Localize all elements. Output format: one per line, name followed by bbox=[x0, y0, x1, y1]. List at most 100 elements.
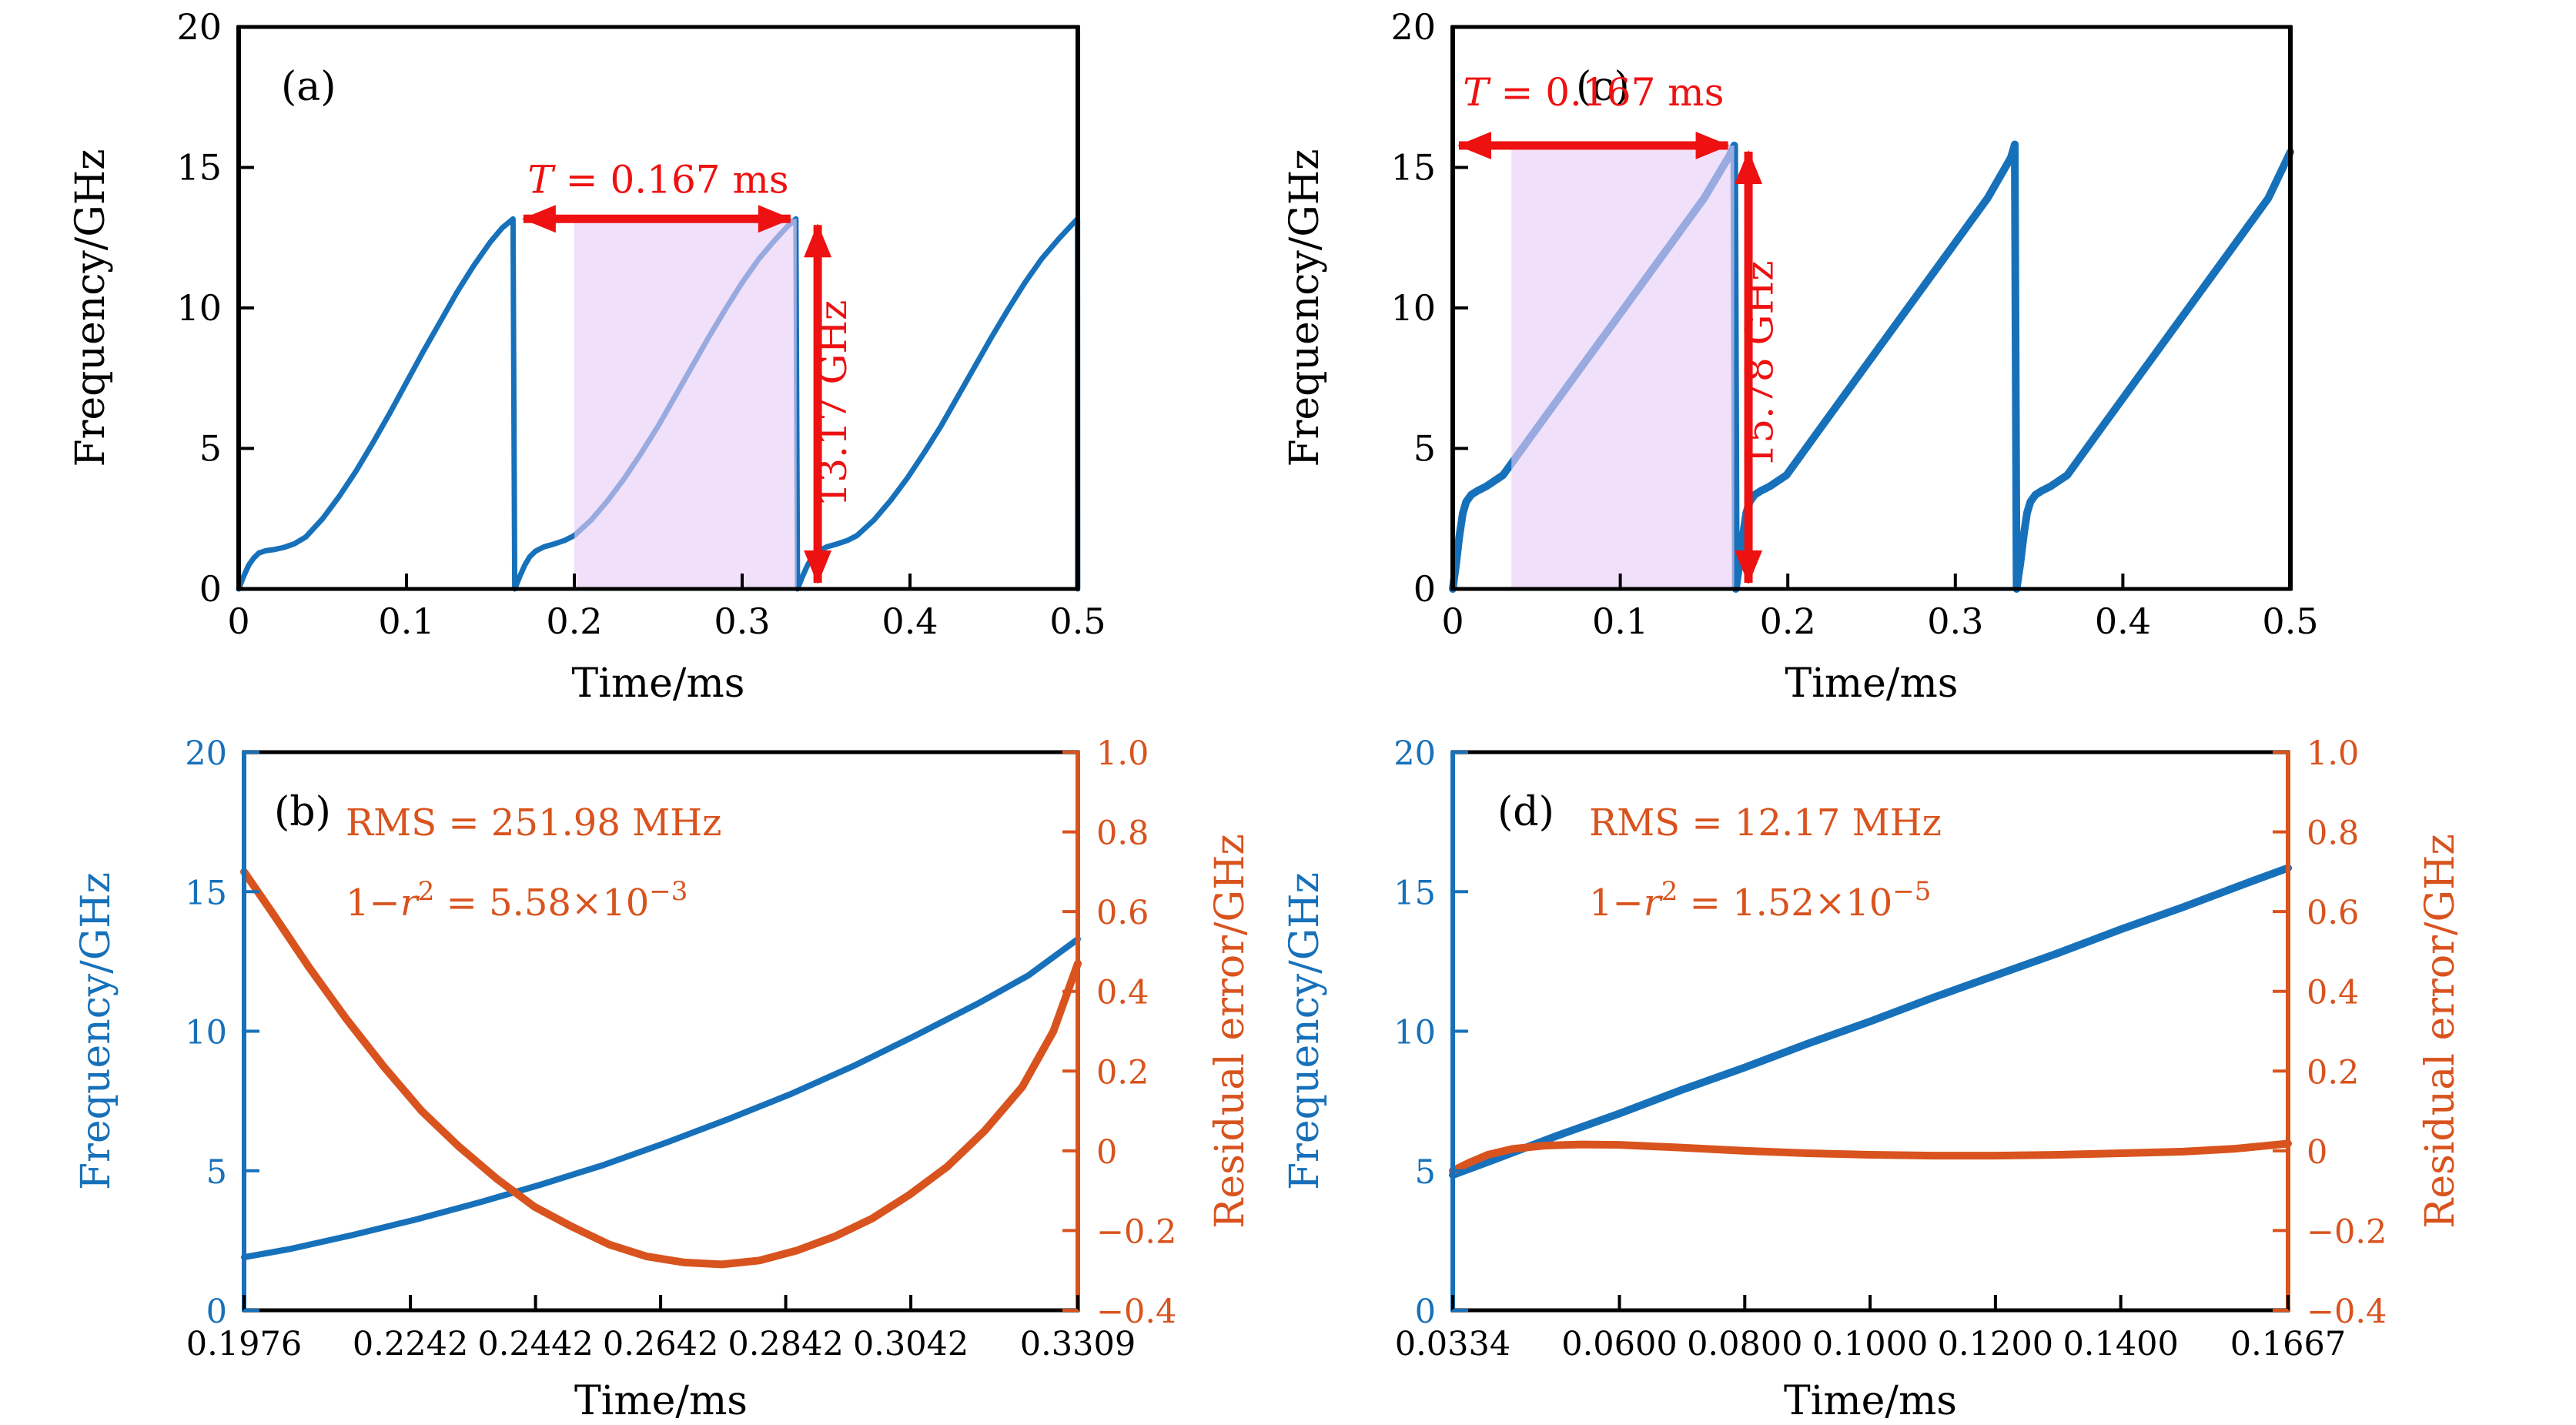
x-tick-label: 0.4 bbox=[2095, 600, 2151, 642]
panel-letter: (c) bbox=[1576, 64, 1630, 110]
y-tick-label: 15 bbox=[1393, 874, 1436, 912]
x-tick-label: 0.1000 bbox=[1812, 1325, 1928, 1363]
right-y-tick-label: −0.4 bbox=[2307, 1293, 2387, 1331]
span-label: 13.17 GHz bbox=[811, 300, 855, 507]
stat-linearity: 1−r2 = 5.58×10−3 bbox=[346, 876, 687, 925]
series-group bbox=[1449, 864, 2292, 1179]
y-tick-label: 5 bbox=[1413, 428, 1436, 470]
x-tick-label: 0.1667 bbox=[2230, 1325, 2346, 1363]
right-y-tick-label: −0.4 bbox=[1096, 1293, 1176, 1331]
panel-b: 0.1976 0.2242 0.2442 0.2642 0.2842 0.3042 0.33… bbox=[73, 734, 1253, 1424]
x-tick-label: 0.1 bbox=[378, 600, 434, 642]
right-y-tick-label: −0.2 bbox=[1096, 1213, 1176, 1251]
panel-d: 0.0334 0.0600 0.0800 0.1000 0.1200 0.1400 0.16… bbox=[1288, 734, 2464, 1424]
x-axis-label: Time/ms bbox=[1785, 661, 1959, 707]
y-tick-label: 15 bbox=[185, 874, 227, 912]
x-tick-label: 0.0334 bbox=[1395, 1325, 1510, 1363]
axes: 0 0.1 0.2 0.3 0.4 0.5 0 5 10 15 20 bbox=[1390, 6, 2318, 642]
annotations: T = 0.167 ms 15.78 GHz bbox=[1457, 70, 1782, 584]
y-tick-label: 5 bbox=[199, 428, 222, 470]
y-tick-label: 0 bbox=[1413, 568, 1436, 610]
panel-letter: (a) bbox=[281, 64, 336, 110]
right-y-tick-label: 1.0 bbox=[1096, 734, 1149, 773]
annotations: T = 0.167 ms 13.17 GHz bbox=[521, 157, 855, 584]
x-tick-label: 0.2842 bbox=[728, 1325, 843, 1363]
x-tick-label: 0.1200 bbox=[1938, 1325, 2053, 1363]
right-y-tick-label: 0.6 bbox=[2307, 894, 2359, 932]
y-tick-label: 0 bbox=[206, 1293, 227, 1331]
x-axis-label: Time/ms bbox=[574, 1378, 748, 1424]
y-tick-label: 5 bbox=[1415, 1153, 1436, 1192]
x-tick-label: 0.3309 bbox=[1020, 1325, 1136, 1363]
x-tick-label: 0.0800 bbox=[1687, 1325, 1802, 1363]
y-tick-label: 20 bbox=[185, 734, 227, 773]
y-tick-label: 10 bbox=[176, 287, 222, 329]
y-tick-label: 0 bbox=[1415, 1293, 1436, 1331]
x-tick-label: 0.2642 bbox=[603, 1325, 718, 1363]
y-tick-label: 0 bbox=[199, 568, 222, 610]
y-tick-label: 15 bbox=[1390, 147, 1436, 189]
x-tick-label: 0.3 bbox=[1927, 600, 1983, 642]
x-tick-label: 0 bbox=[1441, 600, 1464, 642]
span-label: 15.78 GHz bbox=[1738, 261, 1782, 468]
axes: 0.1976 0.2242 0.2442 0.2642 0.2842 0.3042 0.33… bbox=[185, 734, 1176, 1363]
axes: 0.0334 0.0600 0.0800 0.1000 0.1200 0.1400 0.16… bbox=[1393, 734, 2387, 1363]
right-y-tick-label: 0.4 bbox=[2307, 974, 2359, 1012]
right-y-tick-label: 0 bbox=[2307, 1133, 2327, 1172]
y-axis-label: Frequency/GHz bbox=[68, 149, 114, 467]
highlight-period-region bbox=[574, 219, 797, 589]
x-tick-label: 0.2242 bbox=[353, 1325, 468, 1363]
y-tick-label: 15 bbox=[176, 147, 222, 189]
x-tick-label: 0.4 bbox=[882, 600, 938, 642]
panel-letter: (b) bbox=[274, 789, 331, 835]
right-y-tick-label: 0.6 bbox=[1096, 894, 1149, 932]
x-tick-label: 0.1400 bbox=[2062, 1325, 2178, 1363]
series-group bbox=[240, 868, 1082, 1269]
right-y-axis-label: Residual error/GHz bbox=[2417, 834, 2464, 1229]
y-tick-label: 10 bbox=[1393, 1014, 1436, 1052]
series-group bbox=[1449, 140, 2294, 593]
stat-linearity: 1−r2 = 1.52×10−5 bbox=[1589, 876, 1931, 925]
right-y-tick-label: 0.2 bbox=[2307, 1053, 2359, 1092]
x-tick-label: 0.2 bbox=[1760, 600, 1816, 642]
right-y-tick-label: 1.0 bbox=[2307, 734, 2359, 773]
y-tick-label: 5 bbox=[206, 1153, 227, 1192]
x-tick-label: 0.3 bbox=[714, 600, 770, 642]
series-linearized-frequency-sweep bbox=[1449, 140, 2294, 593]
x-tick-label: 0.2 bbox=[546, 600, 602, 642]
right-y-tick-label: 0.4 bbox=[1096, 974, 1149, 1012]
x-tick-label: 0.3042 bbox=[853, 1325, 969, 1363]
right-y-axis-label: Residual error/GHz bbox=[1207, 834, 1253, 1229]
y-tick-label: 10 bbox=[185, 1014, 227, 1052]
panel-letter: (d) bbox=[1497, 789, 1554, 835]
y-axis-label: Frequency/GHz bbox=[1288, 149, 1328, 467]
x-tick-label: 0.5 bbox=[2262, 600, 2318, 642]
y-axis-label: Frequency/GHz bbox=[73, 872, 119, 1190]
right-y-tick-label: −0.2 bbox=[2307, 1213, 2387, 1251]
panel-c: 0 0.1 0.2 0.3 0.4 0.5 0 5 10 15 20 Time/ms Frequency… bbox=[1288, 6, 2319, 707]
x-tick-label: 0 bbox=[227, 600, 249, 642]
x-tick-label: 0.1 bbox=[1592, 600, 1648, 642]
y-axis-label: Frequency/GHz bbox=[1288, 872, 1328, 1190]
y-tick-label: 20 bbox=[176, 6, 222, 48]
series-residual-error bbox=[1449, 1139, 2292, 1175]
right-y-tick-label: 0.8 bbox=[1096, 815, 1149, 853]
right-y-tick-label: 0.8 bbox=[2307, 815, 2359, 853]
series-frequency-zoom bbox=[241, 935, 1081, 1261]
period-label: T = 0.167 ms bbox=[527, 157, 788, 202]
x-tick-label: 0.2442 bbox=[477, 1325, 593, 1363]
highlight-period-region bbox=[1511, 146, 1735, 589]
y-tick-label: 20 bbox=[1393, 734, 1436, 773]
period-label: T = 0.167 ms bbox=[1463, 70, 1724, 115]
right-y-tick-label: 0 bbox=[1096, 1133, 1117, 1172]
y-tick-label: 20 bbox=[1390, 6, 1436, 48]
x-tick-label: 0.0600 bbox=[1561, 1325, 1677, 1363]
stat-rms: RMS = 12.17 MHz bbox=[1589, 801, 1942, 845]
x-tick-label: 0.1976 bbox=[186, 1325, 302, 1363]
series-residual-error bbox=[240, 868, 1082, 1269]
x-axis-label: Time/ms bbox=[572, 661, 745, 707]
right-y-tick-label: 0.2 bbox=[1096, 1053, 1149, 1092]
axes: 0 0.1 0.2 0.3 0.4 0.5 0 5 10 15 20 bbox=[176, 6, 1106, 642]
y-tick-label: 10 bbox=[1390, 287, 1436, 329]
